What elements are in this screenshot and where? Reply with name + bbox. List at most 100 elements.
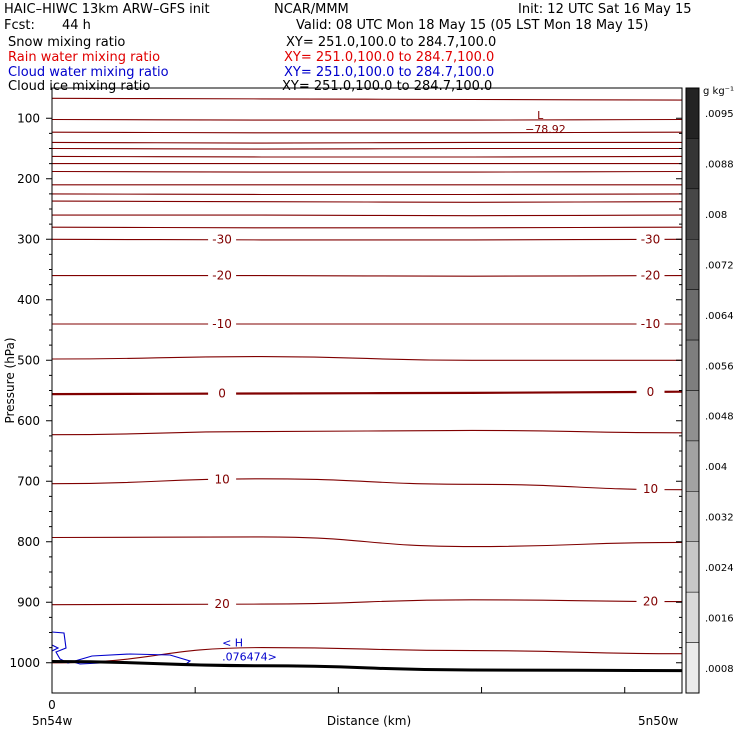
valid-time: Valid: 08 UTC Mon 18 May 15 (05 LST Mon … — [296, 18, 649, 33]
isotherm-16 — [51, 356, 682, 361]
annotation-value: −78.92 — [525, 123, 566, 136]
fcst-label: Fcst: — [4, 18, 35, 33]
colorbar-level-label: .004 — [705, 462, 727, 473]
isotherm-label-bg — [636, 385, 665, 398]
isotherm-label-bg — [636, 233, 665, 246]
isotherm-label-bg — [208, 473, 237, 486]
colorbar-bin — [685, 239, 700, 290]
colorbar-bin — [685, 138, 700, 190]
cloud-water-contour — [51, 644, 60, 652]
y-tick-label: 400 — [17, 293, 40, 307]
x-right-location: 5n50w — [638, 714, 679, 728]
field-cloudice-xy: XY= 251.0,100.0 to 284.7,100.0 — [282, 79, 493, 94]
y-tick-label: 700 — [17, 474, 40, 488]
field-cloudwater-name: Cloud water mixing ratio — [8, 65, 169, 80]
colorbar-frame — [685, 87, 700, 694]
colorbar-bin — [685, 289, 700, 341]
x-left-location: 5n54w — [32, 714, 73, 728]
y-tick-label: 100 — [17, 111, 40, 125]
isotherm-label: -10 — [641, 317, 661, 331]
field-snow-xy: XY= 251.0,100.0 to 284.7,100.0 — [286, 35, 497, 50]
colorbar-unit: g kg⁻¹ — [703, 86, 734, 97]
colorbar-bin — [685, 541, 700, 593]
y-tick-label: 200 — [17, 172, 40, 186]
isotherm-13 — [51, 238, 683, 241]
annotation-marker: L — [537, 109, 544, 122]
annotation-marker: < H — [222, 637, 243, 650]
colorbar-bin — [685, 339, 700, 391]
colorbar-level-label: .0095 — [705, 109, 734, 120]
y-tick-label: 1000 — [9, 656, 40, 670]
isotherm-7 — [51, 170, 683, 173]
colorbar-bin — [685, 188, 700, 240]
isotherm-label-bg — [636, 269, 665, 282]
colorbar-bin — [685, 642, 700, 694]
isotherm-label: 10 — [643, 482, 658, 496]
colorbar-level-label: .0048 — [705, 412, 734, 423]
isotherm-0 — [51, 97, 683, 101]
isotherm-label: 0 — [218, 387, 226, 401]
isotherm-18 — [51, 429, 683, 436]
y-tick-label: 800 — [17, 535, 40, 549]
isotherm-label-bg — [636, 595, 665, 608]
isotherm-19 — [51, 478, 683, 491]
annotation-value: .076474> — [222, 651, 277, 664]
model-title: HAIC–HIWC 13km ARW–GFS init — [4, 2, 210, 17]
isotherm-label-bg — [208, 269, 237, 282]
colorbar-level-label: .0088 — [705, 160, 734, 171]
isotherm-14 — [52, 275, 683, 277]
isotherm-17 — [51, 390, 683, 396]
x-origin-label: 0 — [48, 698, 56, 712]
colorbar-bin — [685, 491, 700, 543]
colorbar-level-label: .0016 — [705, 613, 734, 624]
colorbar-level-label: .0024 — [705, 563, 734, 574]
colorbar-bin — [685, 390, 700, 442]
fcst-value: 44 h — [62, 18, 91, 33]
field-snow-name: Snow mixing ratio — [8, 35, 126, 50]
isotherm-12 — [51, 226, 683, 229]
isotherm-label: 20 — [643, 594, 658, 608]
isotherm-label: -30 — [641, 232, 661, 246]
colorbar-level-label: .008 — [705, 210, 727, 221]
colorbar-level-label: .0072 — [705, 260, 734, 271]
cloud-water-contour — [51, 631, 192, 665]
isotherm-2 — [51, 131, 683, 134]
colorbar-bin — [685, 87, 700, 139]
isotherm-5 — [51, 155, 683, 158]
field-rain-xy: XY= 251.0,100.0 to 284.7,100.0 — [284, 50, 495, 65]
colorbar-level-label: .0056 — [705, 361, 734, 372]
isotherm-4 — [51, 147, 682, 150]
isotherm-label-bg — [636, 317, 665, 330]
isotherm-21 — [51, 599, 683, 606]
isotherm-1 — [51, 118, 683, 121]
isotherm-10 — [51, 200, 683, 203]
isotherm-label: -20 — [212, 269, 232, 283]
colorbar-bin — [685, 591, 700, 643]
y-tick-label: 500 — [17, 353, 40, 367]
x-axis-label: Distance (km) — [327, 714, 411, 728]
colorbar-level-label: .0032 — [705, 513, 734, 524]
field-cloudice-name: Cloud ice mixing ratio — [8, 79, 151, 94]
y-tick-label: 900 — [17, 595, 40, 609]
isotherm-label: 10 — [214, 473, 229, 487]
y-tick-label: 300 — [17, 232, 40, 246]
colorbar-level-label: .0008 — [705, 664, 734, 675]
isotherm-label-bg — [636, 482, 665, 495]
isotherm-label: -10 — [212, 317, 232, 331]
isotherm-label-bg — [208, 598, 237, 611]
isotherm-20 — [51, 536, 683, 548]
isotherm-22 — [51, 647, 683, 664]
field-cloudwater-xy: XY= 251.0,100.0 to 284.7,100.0 — [284, 65, 495, 80]
field-rain-name: Rain water mixing ratio — [8, 50, 161, 65]
isotherm-label-bg — [208, 233, 237, 246]
y-axis-label: Pressure (hPa) — [3, 337, 17, 423]
isotherm-label: 20 — [214, 597, 229, 611]
isotherm-11 — [52, 214, 683, 217]
isotherm-label-bg — [208, 317, 237, 330]
isotherm-9 — [51, 193, 683, 196]
isotherm-label: -20 — [641, 269, 661, 283]
isotherm-label: -30 — [212, 233, 232, 247]
colorbar-level-label: .0064 — [705, 311, 734, 322]
isotherm-label-bg — [208, 387, 237, 400]
